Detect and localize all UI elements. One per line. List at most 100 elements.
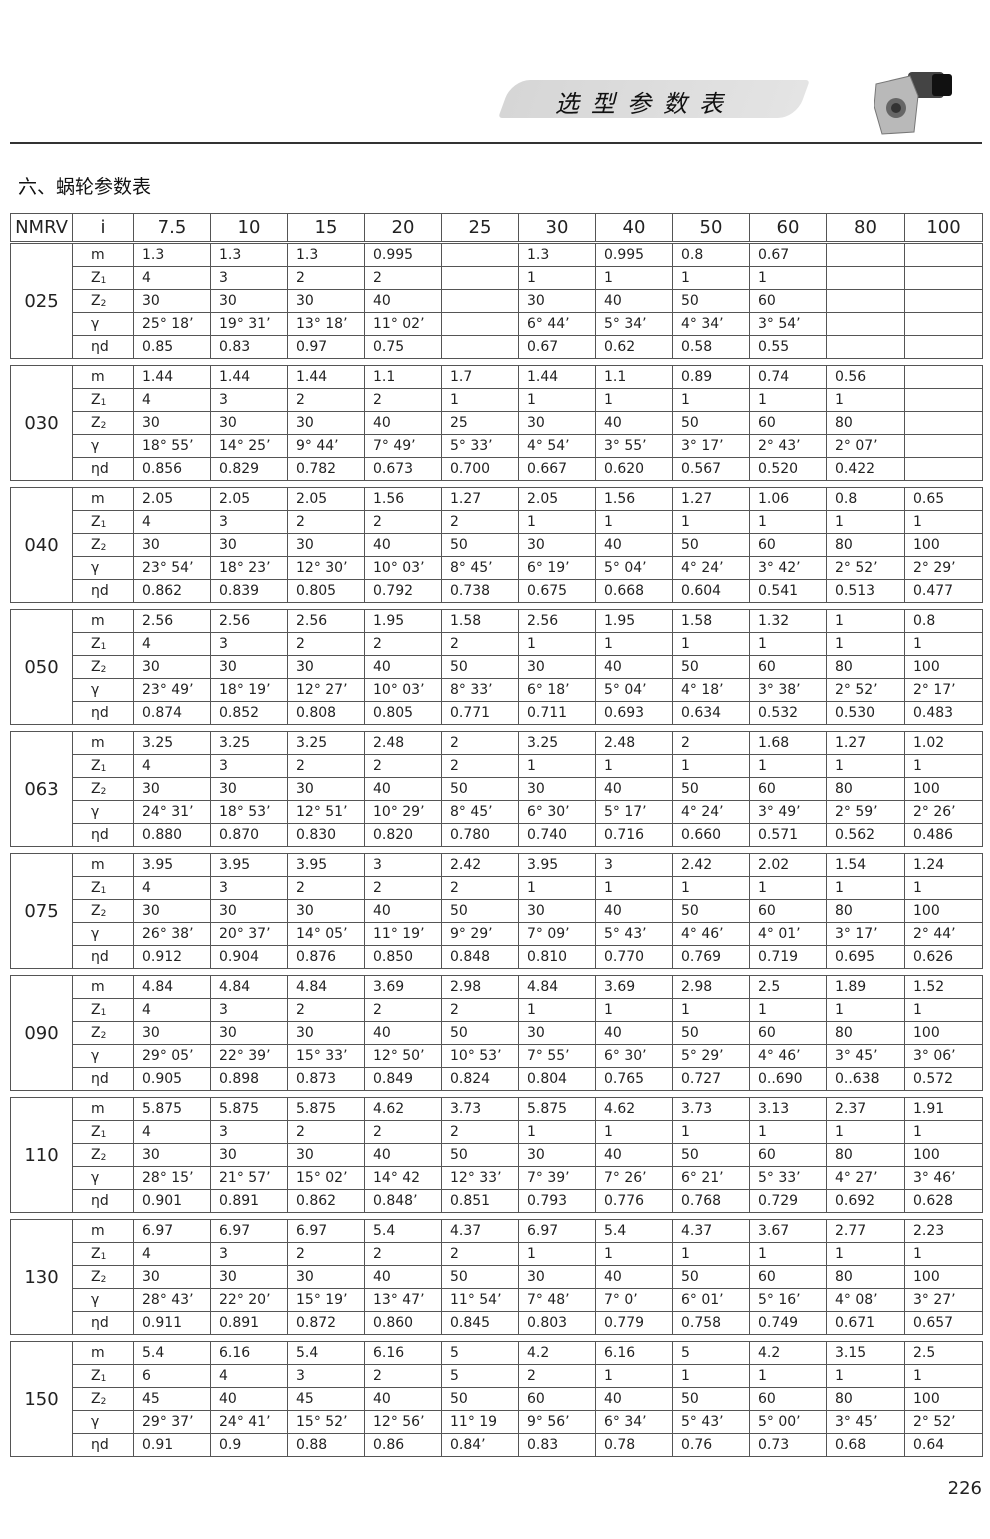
value-cell: 40	[364, 1143, 442, 1167]
table-row: Z2 30 30 30 40 50 30 40 50 60 80 100	[11, 655, 983, 679]
value-cell: 7° 39’	[518, 1166, 596, 1190]
table-row: Z1 4 3 2 2 1 1 1 1	[11, 266, 983, 290]
value-cell: 3° 49’	[749, 800, 827, 824]
model-group-110: 110 m 5.875 5.875 5.875 4.62 3.73 5.875 4.62 3.73…	[10, 1097, 983, 1213]
value-cell: 2.56	[287, 609, 365, 633]
value-cell: 50	[672, 289, 750, 313]
value-cell: 80	[826, 899, 905, 923]
value-cell: 0.779	[595, 1311, 673, 1335]
value-cell: 1	[672, 754, 750, 778]
value-cell	[826, 312, 905, 336]
page-number: 226	[947, 1478, 982, 1499]
value-cell: 0.541	[749, 579, 827, 603]
value-cell: 2.5	[904, 1341, 983, 1365]
param-label-sub: 2	[100, 1153, 107, 1163]
value-cell: 30	[287, 1143, 365, 1167]
param-label-main: Z	[91, 1025, 101, 1041]
model-cell: 040	[10, 487, 73, 603]
value-cell: 2	[364, 1120, 442, 1144]
value-cell: 60	[749, 1387, 827, 1411]
value-cell: 0.422	[826, 457, 905, 481]
value-cell: 15° 52’	[287, 1410, 365, 1434]
value-cell: 80	[826, 777, 905, 801]
param-label-main: ηd	[91, 583, 109, 599]
value-cell: 2	[672, 731, 750, 755]
value-cell: 1	[826, 388, 905, 412]
value-cell: 2.23	[904, 1219, 983, 1243]
param-label-main: γ	[91, 804, 100, 820]
param-label-sub: 1	[100, 1008, 107, 1018]
value-cell: 2	[287, 754, 365, 778]
value-cell: 15° 19’	[287, 1288, 365, 1312]
value-cell: 1	[595, 388, 673, 412]
table-row: 090 m 4.84 4.84 4.84 3.69 2.98 4.84 3.69 2.98 2.5 1…	[10, 975, 983, 1091]
value-cell: 5° 04’	[595, 678, 673, 702]
param-label: Z2	[72, 655, 134, 679]
value-cell: 3.25	[133, 731, 211, 755]
value-cell: 0.862	[287, 1189, 365, 1213]
value-cell: 6° 21’	[672, 1166, 750, 1190]
value-cell: 30	[133, 655, 211, 679]
column-header: 25	[441, 213, 519, 242]
value-cell: 3.25	[287, 731, 365, 755]
value-cell: 3° 55’	[595, 434, 673, 458]
param-label: ηd	[72, 335, 134, 359]
value-cell: 0.75	[364, 335, 442, 359]
value-cell: 0.874	[133, 701, 211, 725]
value-cell: 0.716	[595, 823, 673, 847]
value-cell: 3	[210, 754, 288, 778]
value-cell: 0.803	[518, 1311, 596, 1335]
value-cell: 0.513	[826, 579, 905, 603]
column-header: 7.5	[133, 213, 211, 242]
param-label-sub: 2	[100, 421, 107, 431]
value-cell: 1	[518, 998, 596, 1022]
value-cell: 4.2	[749, 1341, 827, 1365]
value-cell: 0.719	[749, 945, 827, 969]
value-cell: 1	[595, 754, 673, 778]
value-cell: 1	[904, 1364, 983, 1388]
value-cell: 2.56	[210, 609, 288, 633]
value-cell: 5.4	[133, 1341, 211, 1365]
value-cell: 40	[210, 1387, 288, 1411]
value-cell: 3° 42’	[749, 556, 827, 580]
value-cell: 3	[210, 388, 288, 412]
value-cell: 3.25	[210, 731, 288, 755]
value-cell: 30	[210, 1143, 288, 1167]
value-cell: 3° 27’	[904, 1288, 983, 1312]
value-cell: 5° 16’	[749, 1288, 827, 1312]
value-cell: 0.8	[904, 609, 983, 633]
value-cell: 0.68	[826, 1433, 905, 1457]
value-cell: 40	[595, 1265, 673, 1289]
param-label: ηd	[72, 457, 134, 481]
value-cell	[826, 243, 905, 267]
value-cell: 80	[826, 533, 905, 557]
value-cell: 0.848’	[364, 1189, 442, 1213]
value-cell	[441, 312, 519, 336]
param-label-sub: 2	[100, 787, 107, 797]
value-cell: 2.05	[287, 487, 365, 511]
value-cell: 24° 31’	[133, 800, 211, 824]
value-cell: 19° 31’	[210, 312, 288, 336]
table-row: Z1 4 3 2 2 1 1 1 1 1 1	[11, 388, 983, 412]
value-cell: 1	[749, 388, 827, 412]
table-header: NMRV i 7.5 10 15 20 25 30 40 50 60 80 100	[10, 213, 983, 242]
column-header: 100	[904, 213, 983, 242]
value-cell: 2	[441, 1242, 519, 1266]
model-group-150: 150 m 5.4 6.16 5.4 6.16 5 4.2 6.16 5 4.2 3.15 2.5 Z1 6…	[10, 1341, 983, 1457]
value-cell	[904, 289, 983, 313]
value-cell: 0.83	[210, 335, 288, 359]
value-cell: 5	[441, 1364, 519, 1388]
value-cell: 1	[672, 1364, 750, 1388]
value-cell: 5° 04’	[595, 556, 673, 580]
column-header: 80	[826, 213, 905, 242]
column-header: 10	[210, 213, 288, 242]
value-cell: 0.83	[518, 1433, 596, 1457]
value-cell: 1	[518, 754, 596, 778]
value-cell: 3° 45’	[826, 1044, 905, 1068]
param-label-main: m	[91, 979, 105, 995]
value-cell: 4	[133, 998, 211, 1022]
value-cell: 40	[364, 1021, 442, 1045]
column-header: 50	[672, 213, 750, 242]
param-label: γ	[72, 1166, 134, 1190]
value-cell: 2° 52’	[826, 556, 905, 580]
